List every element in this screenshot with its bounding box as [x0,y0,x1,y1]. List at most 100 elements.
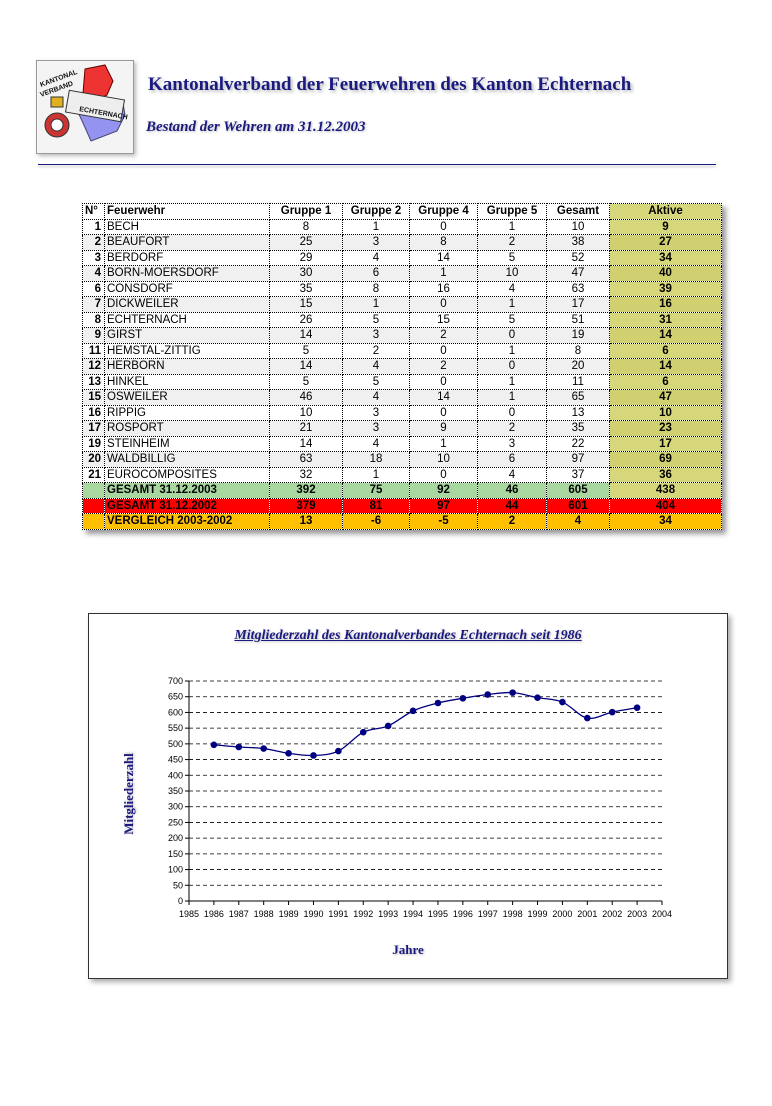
cell-feuerwehr: ECHTERNACH [104,311,270,328]
logo: KANTONAL VERBAND ECHTERNACH [36,60,134,154]
table-row: 1 BECH 8 1 0 1 10 9 [82,218,722,235]
x-tick-label: 2003 [627,909,647,919]
data-point [534,694,541,701]
y-tick-label: 350 [168,786,183,796]
y-tick-label: 450 [168,755,183,765]
cell-g4: 15 [409,311,478,328]
summary-g4: 92 [409,482,478,499]
cell-aktive: 6 [609,342,722,359]
y-tick-label: 200 [168,833,183,843]
cell-nr: 9 [82,327,105,344]
cell-aktive: 40 [609,265,722,282]
cell-nr: 4 [82,265,105,282]
x-tick-label: 1990 [303,909,323,919]
x-tick-label: 2001 [577,909,597,919]
cell-g2: 5 [342,373,410,390]
cell-ges: 51 [546,311,610,328]
y-tick-label: 700 [168,676,183,686]
cell-g1: 30 [269,265,343,282]
cell-feuerwehr: ROSPORT [104,420,270,437]
summary-g4: 97 [409,497,478,514]
cell-nr: 17 [82,420,105,437]
data-point [608,708,616,716]
data-point [285,749,292,757]
cell-nr: 12 [82,358,105,375]
cell-aktive: 6 [609,373,722,390]
summary-row-vergleich: VERGLEICH 2003-2002 13 -6 -5 2 4 34 [82,513,722,530]
y-tick-label: 300 [168,802,183,812]
cell-ges: 11 [546,373,610,390]
table-row: 11 HEMSTAL-ZITTIG 5 2 0 1 8 6 [82,342,722,359]
cell-feuerwehr: STEINHEIM [104,435,270,452]
cell-ges: 65 [546,389,610,406]
cell-g1: 14 [269,327,343,344]
cell-g4: 8 [409,234,478,251]
summary-ges: 601 [546,497,610,514]
cell-g4: 9 [409,420,478,437]
cell-aktive: 27 [609,234,722,251]
cell-nr: 19 [82,435,105,452]
y-tick-label: 0 [178,896,183,906]
summary-aktive: 438 [609,482,722,499]
cell-ges: 35 [546,420,610,437]
cell-feuerwehr: GIRST [104,327,270,344]
data-point [210,741,218,749]
cell-g2: 6 [342,265,410,282]
summary-label: GESAMT 31.12.2002 [104,497,270,514]
x-tick-label: 1991 [328,909,348,919]
x-tick-label: 1987 [229,909,249,919]
cell-g2: 5 [342,311,410,328]
cell-g5: 10 [477,265,547,282]
data-point [384,722,392,730]
cell-g4: 0 [409,466,478,483]
cell-g5: 1 [477,389,547,406]
data-point [459,694,467,702]
cell-nr: 3 [82,249,105,266]
table-row: 21 EUROCOMPOSITES 32 1 0 4 37 36 [82,466,722,483]
cell-g1: 15 [269,296,343,313]
cell-nr: 2 [82,234,105,251]
cell-nr: 13 [82,373,105,390]
cell-feuerwehr: HERBORN [104,358,270,375]
cell-g4: 16 [409,280,478,297]
cell-g2: 4 [342,249,410,266]
cell-aktive: 14 [609,358,722,375]
cell-ges: 38 [546,234,610,251]
x-tick-label: 1999 [528,909,548,919]
cell-ges: 17 [546,296,610,313]
col-header-gesamt: Gesamt [546,203,610,220]
bestand-table: N° Feuerwehr Gruppe 1 Gruppe 2 Gruppe 4 … [82,203,722,530]
data-point [509,689,516,696]
cell-nr: 7 [82,296,105,313]
cell-g1: 14 [269,358,343,375]
x-tick-label: 1989 [279,909,299,919]
cell-ges: 20 [546,358,610,375]
cell-g5: 4 [477,466,547,483]
col-header-feuerwehr: Feuerwehr [104,203,270,220]
summary-g1: 392 [269,482,343,499]
x-tick-label: 1997 [478,909,498,919]
y-tick-label: 400 [168,770,183,780]
data-point [260,745,267,752]
cell-ges: 8 [546,342,610,359]
table-row: 16 RIPPIG 10 3 0 0 13 10 [82,404,722,421]
cell-feuerwehr: EUROCOMPOSITES [104,466,270,483]
x-tick-label: 1993 [378,909,398,919]
cell-g1: 8 [269,218,343,235]
cell-nr: 16 [82,404,105,421]
cell-g1: 5 [269,342,343,359]
x-tick-label: 1996 [453,909,473,919]
cell-g1: 32 [269,466,343,483]
cell-g1: 63 [269,451,343,468]
cell-aktive: 10 [609,404,722,421]
table-row: 19 STEINHEIM 14 4 1 3 22 17 [82,435,722,452]
table-row: 3 BERDORF 29 4 14 5 52 34 [82,249,722,266]
table-header-row: N° Feuerwehr Gruppe 1 Gruppe 2 Gruppe 4 … [82,203,722,220]
cell-g2: 3 [342,327,410,344]
cell-g2: 8 [342,280,410,297]
summary-label: VERGLEICH 2003-2002 [104,513,270,530]
chart-x-axis-label: Jahre [392,942,424,957]
summary-g2: 75 [342,482,410,499]
cell-g5: 4 [477,280,547,297]
x-tick-label: 1992 [353,909,373,919]
